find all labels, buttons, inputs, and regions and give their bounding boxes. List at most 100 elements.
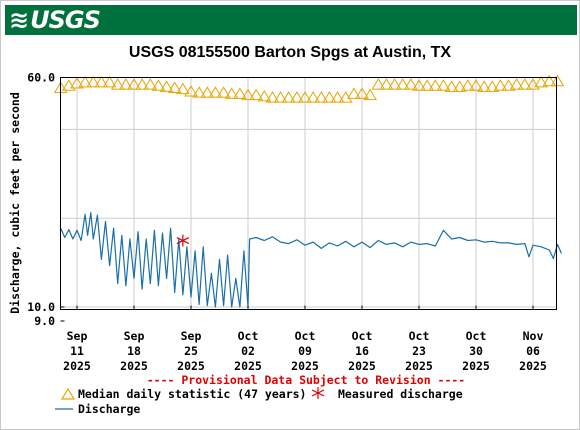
median-marker <box>542 74 557 87</box>
median-marker <box>420 79 435 91</box>
median-marker <box>526 78 540 90</box>
measured-marker <box>176 234 190 247</box>
median-marker <box>298 91 312 103</box>
discharge-series <box>60 212 563 308</box>
x-tick-label: 2025 <box>63 359 91 373</box>
legend-median: Median daily statistic (47 years) <box>60 387 306 401</box>
legend-median-label: Median daily statistic (47 years) <box>78 387 306 401</box>
x-tick-label: Sep <box>124 329 145 343</box>
usgs-wave-icon: ≋ <box>9 6 29 34</box>
median-marker <box>175 82 190 95</box>
median-marker <box>208 86 223 98</box>
median-marker <box>501 79 516 91</box>
agency-banner: ≋USGS <box>5 5 577 35</box>
measured-series <box>176 234 190 247</box>
median-marker <box>363 88 378 101</box>
median-marker <box>550 74 565 87</box>
y-axis-label: Discharge, cubic feet per second <box>8 92 22 314</box>
median-marker <box>314 91 329 103</box>
median-marker <box>159 80 174 92</box>
x-tick-label: 2025 <box>177 359 205 373</box>
median-marker <box>428 79 443 91</box>
x-tick-label: 09 <box>298 344 312 358</box>
x-tick-label: Oct <box>466 329 487 343</box>
x-tick-label: 18 <box>127 344 141 358</box>
median-marker <box>485 80 500 92</box>
plot-grid <box>60 77 557 310</box>
median-marker <box>257 89 272 102</box>
x-tick-label: Oct <box>409 329 430 343</box>
x-tick-label: 2025 <box>120 359 148 373</box>
median-marker <box>346 87 361 99</box>
median-marker <box>412 79 426 91</box>
x-tick-label: 2025 <box>519 359 547 373</box>
median-marker <box>534 75 549 88</box>
median-marker <box>118 78 133 90</box>
median-marker <box>232 87 247 99</box>
plot-border <box>60 77 557 310</box>
x-tick-label: 2025 <box>348 359 376 373</box>
median-marker <box>452 80 467 92</box>
median-marker <box>509 78 524 90</box>
x-tick-label: Oct <box>295 329 316 343</box>
usgs-logo: ≋USGS <box>9 6 101 34</box>
median-marker <box>241 88 255 101</box>
x-tick-label: Sep <box>67 329 88 343</box>
chart-title: USGS 08155500 Barton Spgs at Austin, TX <box>128 44 452 61</box>
discharge-line <box>60 212 563 308</box>
median-marker <box>61 79 76 91</box>
median-marker <box>493 79 508 91</box>
median-marker <box>387 78 402 90</box>
x-tick-label: 2025 <box>234 359 262 373</box>
y-tick-label: 9.0 <box>34 314 55 328</box>
median-marker <box>289 91 304 103</box>
median-marker <box>110 78 125 90</box>
x-axis-ticks: Sep112025Sep182025Sep252025Oct022025Oct0… <box>63 305 547 373</box>
median-marker <box>249 88 264 101</box>
median-marker <box>477 80 492 92</box>
x-tick-label: 2025 <box>405 359 433 373</box>
x-tick-label: Nov <box>523 329 544 343</box>
y-tick-label: 60.0 <box>27 71 55 85</box>
provisional-note: ---- Provisional Data Subject to Revisio… <box>147 373 466 387</box>
median-marker <box>355 87 369 99</box>
median-marker <box>216 86 231 98</box>
median-marker <box>403 78 418 90</box>
median-marker <box>273 91 288 103</box>
x-tick-label: 25 <box>184 344 198 358</box>
median-marker <box>135 78 150 90</box>
median-marker <box>469 79 483 91</box>
x-tick-label: 23 <box>412 344 426 358</box>
median-marker <box>265 91 280 103</box>
median-marker <box>330 91 345 103</box>
legend-discharge-label: Discharge <box>78 402 140 416</box>
median-marker <box>184 85 198 97</box>
y-tick-label: 10.0 <box>27 300 55 314</box>
x-tick-label: 2025 <box>462 359 490 373</box>
x-tick-label: 16 <box>355 344 369 358</box>
median-marker <box>200 86 215 98</box>
median-marker <box>436 79 451 91</box>
y-axis-ticks: 60.0 10.09.0 <box>27 71 65 328</box>
median-marker <box>338 91 353 103</box>
median-marker <box>517 78 532 90</box>
median-marker <box>395 78 410 90</box>
x-tick-label: 06 <box>526 344 540 358</box>
median-marker <box>444 80 459 92</box>
median-marker <box>281 91 296 103</box>
median-marker <box>167 81 182 93</box>
x-tick-label: 02 <box>241 344 255 358</box>
median-marker <box>460 79 475 91</box>
median-marker <box>306 91 321 103</box>
median-series <box>53 74 565 103</box>
median-marker <box>379 78 394 90</box>
median-marker <box>127 78 141 90</box>
median-marker <box>322 91 337 103</box>
x-tick-label: 2025 <box>291 359 319 373</box>
x-tick-label: Oct <box>352 329 373 343</box>
asterisk-icon <box>311 387 325 399</box>
median-marker <box>371 78 386 90</box>
median-marker <box>143 78 158 90</box>
x-tick-label: Oct <box>238 329 259 343</box>
